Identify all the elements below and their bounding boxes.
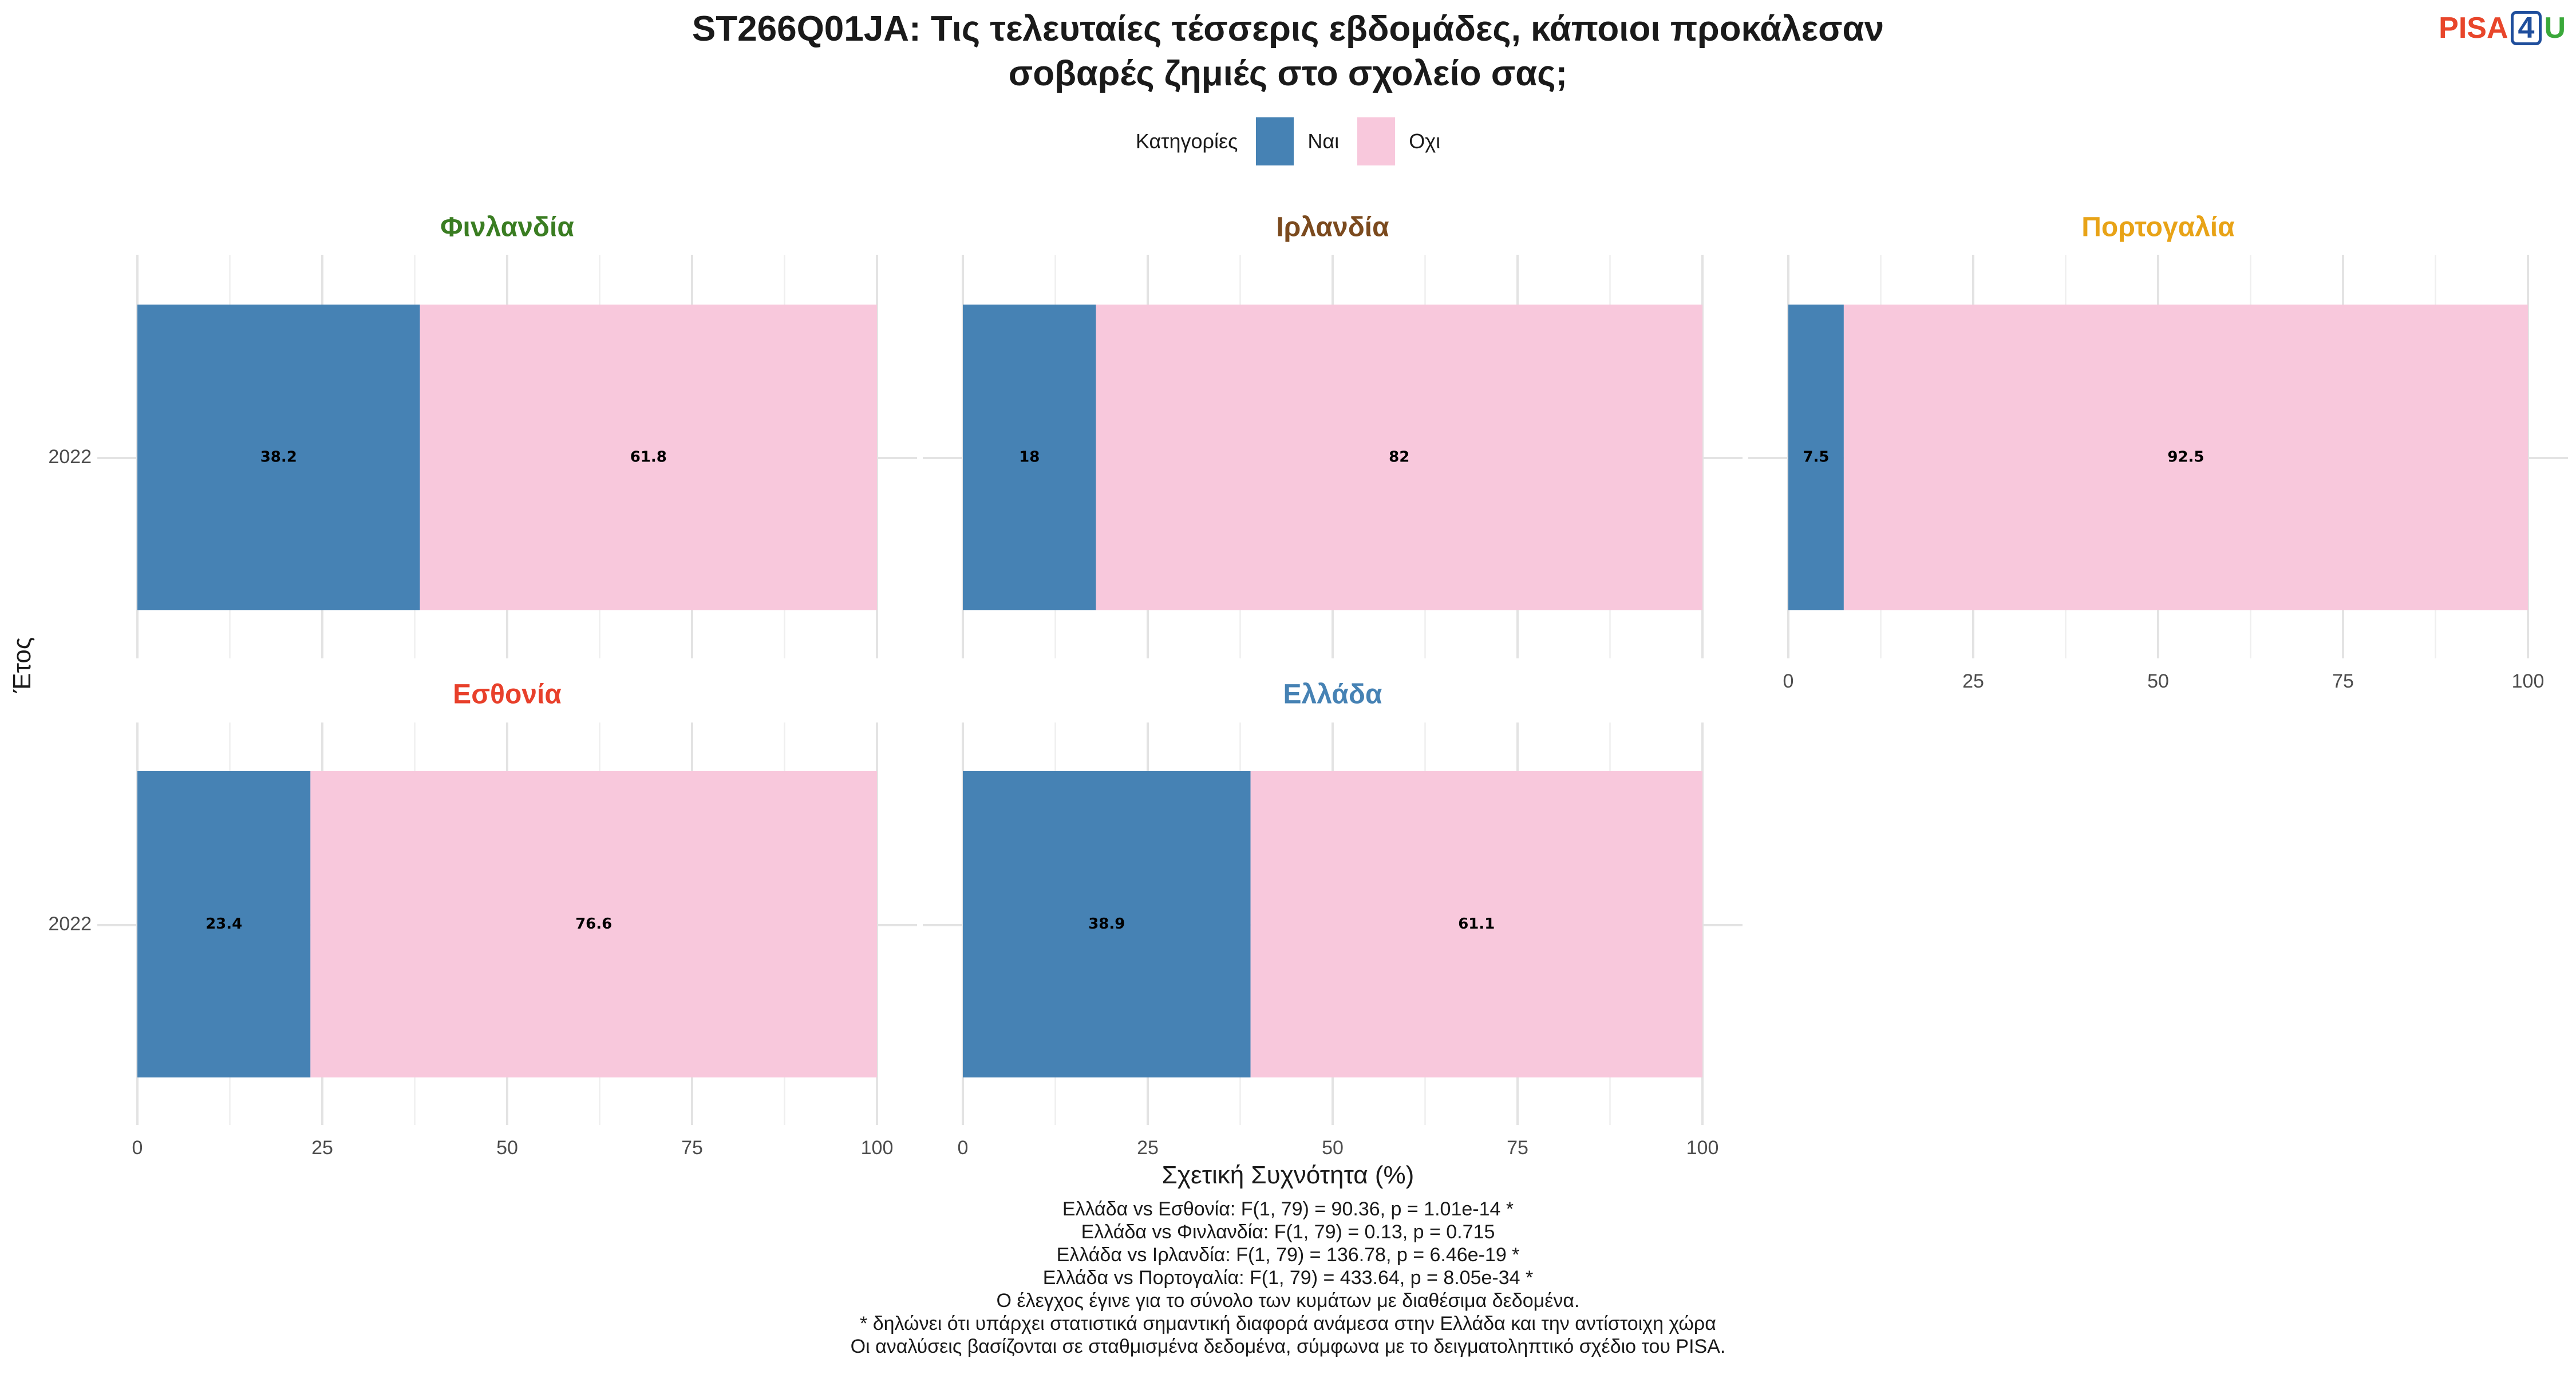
- legend-title: Κατηγορίες: [1135, 129, 1238, 153]
- x-tick-label: 50: [1322, 1137, 1344, 1159]
- bar-value-label: 92.5: [2167, 449, 2204, 466]
- x-tick-label: 50: [496, 1137, 518, 1159]
- logo-pisa: PISA: [2439, 11, 2508, 45]
- note-line: Ελλάδα vs Πορτογαλία: F(1, 79) = 433.64,…: [1042, 1267, 1534, 1289]
- bar-value-label: 7.5: [1803, 449, 1829, 466]
- bar-segment-yes: [1788, 305, 1844, 610]
- x-tick-label: 25: [1137, 1137, 1159, 1159]
- bar-value-label: 38.2: [260, 449, 297, 466]
- bar-segment-yes: [963, 771, 1251, 1077]
- panel-title: Ελλάδα: [1283, 680, 1382, 710]
- bar-value-label: 18: [1019, 449, 1040, 466]
- logo-u: U: [2544, 11, 2566, 45]
- note-line: Ελλάδα vs Εσθονία: F(1, 79) = 90.36, p =…: [1062, 1198, 1514, 1220]
- note-line: Ο έλεγχος έγινε για το σύνολο των κυμάτω…: [996, 1290, 1580, 1312]
- note-line: * δηλώνει ότι υπάρχει στατιστικά σημαντι…: [860, 1313, 1716, 1334]
- pisa4u-logo: PISA 4 U: [2439, 8, 2566, 48]
- bar-value-label: 76.6: [575, 915, 612, 933]
- x-tick-label: 100: [2512, 670, 2545, 692]
- bar-value-label: 23.4: [206, 915, 242, 933]
- note-line: Ελλάδα vs Φινλανδία: F(1, 79) = 0.13, p …: [1081, 1221, 1495, 1243]
- title-line-1: ST266Q01JA: Τις τελευταίες τέσσερις εβδο…: [692, 9, 1884, 49]
- footnotes: Ελλάδα vs Εσθονία: F(1, 79) = 90.36, p =…: [0, 1198, 2576, 1358]
- x-tick-label: 75: [1507, 1137, 1528, 1159]
- y-tick-label: 2022: [48, 913, 92, 935]
- panel-title: Εσθονία: [453, 680, 562, 710]
- x-tick-label: 0: [958, 1137, 969, 1159]
- bar-segment-no: [1096, 305, 1702, 610]
- x-tick-label: 100: [1686, 1137, 1719, 1159]
- bar-value-label: 61.8: [630, 449, 667, 466]
- bar-value-label: 82: [1389, 449, 1409, 466]
- bar-segment-yes: [137, 305, 420, 610]
- legend-key-yes: [1256, 117, 1294, 165]
- bar-segment-yes: [137, 771, 311, 1077]
- panel-title: Ιρλανδία: [1276, 212, 1389, 243]
- x-tick-label: 25: [311, 1137, 333, 1159]
- x-tick-label: 0: [1783, 670, 1794, 692]
- legend-label-yes: Ναι: [1307, 129, 1340, 153]
- x-tick-label: 25: [1962, 670, 1984, 692]
- y-axis-title: Έτος: [8, 637, 36, 693]
- chart-title: ST266Q01JA: Τις τελευταίες τέσσερις εβδο…: [0, 7, 2576, 96]
- legend-item-yes: Ναι: [1256, 117, 1339, 165]
- x-tick-label: 100: [861, 1137, 894, 1159]
- bar-segment-no: [1843, 305, 2528, 610]
- x-tick-label: 75: [2332, 670, 2354, 692]
- note-line: Οι αναλύσεις βασίζονται σε σταθμισμένα δ…: [850, 1336, 1726, 1357]
- bar-segment-no: [1250, 771, 1702, 1077]
- x-axis-title: Σχετική Συχνότητα (%): [1161, 1161, 1415, 1189]
- x-tick-label: 50: [2147, 670, 2169, 692]
- legend: Κατηγορίες Ναι Οχι: [0, 117, 2576, 165]
- legend-item-no: Οχι: [1357, 117, 1440, 165]
- x-tick-label: 0: [132, 1137, 143, 1159]
- bar-segment-no: [310, 771, 877, 1077]
- logo-four: 4: [2510, 11, 2542, 45]
- x-tick-label: 75: [681, 1137, 703, 1159]
- bar-value-label: 61.1: [1458, 915, 1495, 933]
- legend-key-no: [1357, 117, 1396, 165]
- y-tick-label: 2022: [48, 446, 92, 468]
- panel-title: Φινλανδία: [440, 212, 574, 243]
- bar-segment-yes: [963, 305, 1096, 610]
- legend-label-no: Οχι: [1409, 129, 1441, 153]
- note-line: Ελλάδα vs Ιρλανδία: F(1, 79) = 136.78, p…: [1056, 1244, 1520, 1266]
- title-line-2: σοβαρές ζημιές στο σχολείο σας;: [1008, 54, 1568, 93]
- bar-value-label: 38.9: [1088, 915, 1125, 933]
- bar-segment-no: [420, 305, 877, 610]
- panel-title: Πορτογαλία: [2081, 212, 2235, 243]
